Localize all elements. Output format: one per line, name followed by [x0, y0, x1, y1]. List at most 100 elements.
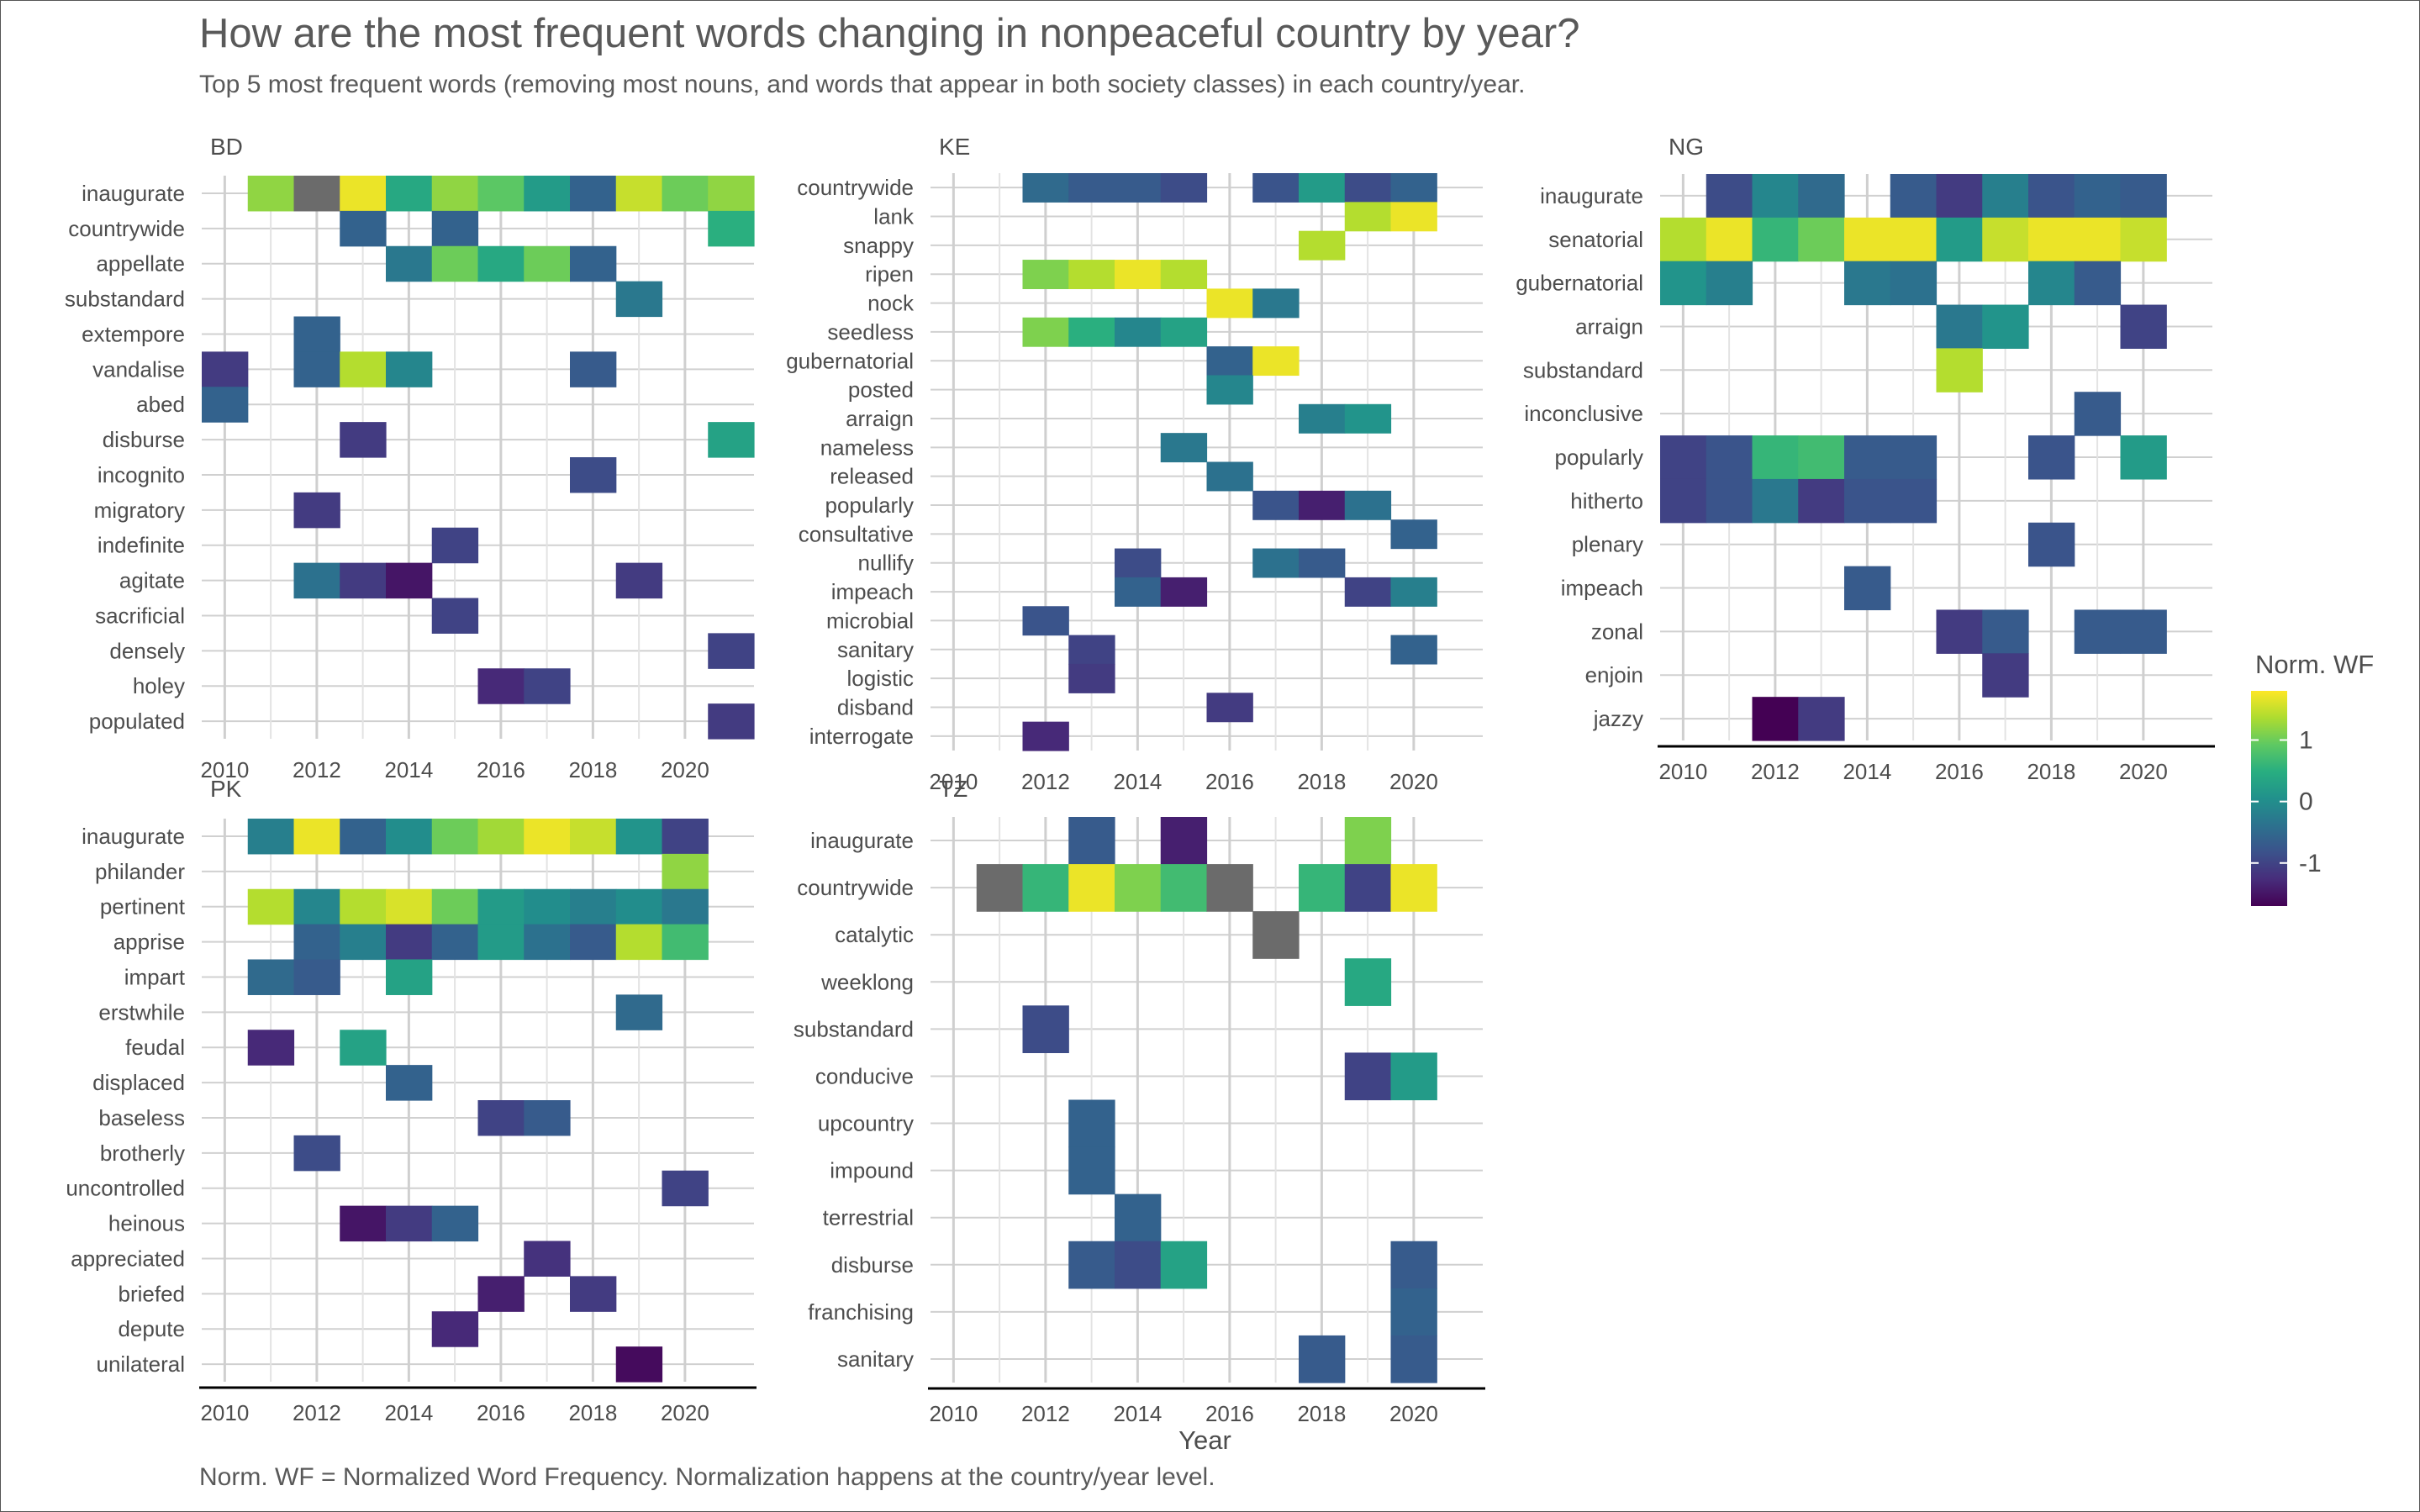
x-tick-label: 2010 — [1658, 759, 1707, 784]
heatmap-tile — [524, 245, 571, 282]
heatmap-tile — [1022, 721, 1069, 751]
heatmap-tile — [1344, 403, 1392, 434]
y-tick-label: upcountry — [818, 1111, 914, 1136]
x-tick-label: 2020 — [661, 757, 709, 782]
x-tick-label: 2018 — [568, 1400, 617, 1425]
heatmap-tile — [386, 959, 433, 995]
heatmap-tile — [293, 819, 340, 855]
y-tick-label: impeach — [1561, 576, 1643, 601]
heatmap-tile — [202, 387, 249, 423]
heatmap-tile — [340, 176, 387, 212]
heatmap-tile — [570, 1276, 617, 1312]
heatmap-tile — [293, 959, 340, 995]
x-tick-label: 2016 — [477, 1400, 525, 1425]
y-tick-label: consultative — [799, 521, 914, 546]
heatmap-tile — [1660, 217, 1707, 262]
heatmap-tile — [386, 351, 433, 387]
heatmap-tile — [1706, 217, 1753, 262]
colorbar-tick-label: 1 — [2299, 727, 2313, 755]
heatmap-tile — [1022, 173, 1069, 203]
y-tick-label: senatorial — [1548, 227, 1643, 252]
y-tick-label: appellate — [96, 251, 185, 277]
heatmap-tile — [1660, 435, 1707, 480]
heatmap-tile — [524, 924, 571, 961]
heatmap-tile — [1206, 864, 1253, 912]
y-tick-label: baseless — [98, 1105, 185, 1130]
heatmap-tile — [1936, 217, 1983, 262]
heatmap-tile — [1115, 317, 1162, 347]
y-tick-label: impart — [124, 964, 186, 989]
heatmap-tile — [570, 176, 617, 212]
x-tick-label: 2018 — [1297, 1401, 1346, 1426]
y-tick-label: gubernatorial — [786, 348, 914, 373]
y-tick-label: agitate — [119, 568, 185, 593]
heatmap-tile — [340, 924, 387, 961]
y-tick-label: franchising — [808, 1299, 914, 1325]
heatmap-tile — [1299, 864, 1346, 912]
y-tick-label: extempore — [82, 321, 185, 346]
heatmap-tile — [1660, 478, 1707, 524]
heatmap-tile — [570, 457, 617, 493]
x-tick-label: 2010 — [200, 757, 249, 782]
panel-tz: TZ inaugurate countrywide catalytic weeklong… — [793, 776, 1485, 1426]
heatmap-tile — [477, 888, 525, 925]
y-tick-label: disburse — [831, 1252, 914, 1278]
heatmap-tile — [1798, 174, 1845, 219]
heatmap-tile — [477, 1100, 525, 1136]
heatmap-tile — [340, 562, 387, 599]
heatmap-tile — [1982, 653, 2029, 698]
heatmap-tile — [431, 210, 479, 247]
heatmap-tile — [524, 176, 571, 212]
heatmap-tile — [1115, 1193, 1162, 1242]
heatmap-tile — [708, 176, 755, 212]
x-tick-label: 2014 — [1113, 769, 1162, 794]
heatmap-tile — [1344, 490, 1392, 520]
y-tick-label: pertinent — [100, 894, 186, 919]
y-tick-label: appreciated — [71, 1246, 185, 1271]
heatmap-tile — [1982, 304, 2029, 349]
heatmap-tile — [1160, 1241, 1208, 1289]
y-tick-label: inaugurate — [810, 828, 914, 853]
heatmap-tile — [1706, 261, 1753, 306]
heatmap-tile — [1936, 348, 1983, 392]
y-tick-label: inaugurate — [82, 824, 185, 849]
heatmap-tile — [1344, 1052, 1392, 1101]
heatmap-tile — [570, 245, 617, 282]
heatmap-tile — [1299, 403, 1346, 434]
heatmap-tile — [615, 924, 663, 961]
x-tick-label: 2014 — [1113, 1401, 1162, 1426]
heatmap-tile — [293, 562, 340, 599]
heatmap-tile — [1068, 663, 1115, 693]
y-tick-label: disband — [837, 694, 914, 719]
x-tick-label: 2020 — [1389, 1401, 1438, 1426]
x-tick-label: 2016 — [1205, 769, 1254, 794]
y-tick-label: holey — [133, 673, 185, 698]
heatmap-tile — [1115, 548, 1162, 578]
heatmap-tile — [477, 819, 525, 855]
y-tick-label: countrywide — [797, 875, 914, 900]
y-tick-label: uncontrolled — [66, 1176, 185, 1201]
y-tick-label: countrywide — [797, 175, 914, 200]
heatmap-tile — [431, 527, 479, 564]
heatmap-tile — [340, 888, 387, 925]
y-tick-label: lank — [873, 204, 915, 229]
heatmap-tile — [1890, 435, 1938, 480]
x-tick-label: 2014 — [384, 757, 433, 782]
heatmap-tile — [1022, 864, 1069, 912]
heatmap-tile — [431, 245, 479, 282]
y-tick-label: substandard — [793, 1016, 914, 1041]
colorbar-gradient — [2251, 691, 2287, 906]
heatmap-tile — [386, 888, 433, 925]
x-tick-label: 2018 — [1297, 769, 1346, 794]
heatmap-tile — [477, 245, 525, 282]
heatmap-tile — [1344, 577, 1392, 607]
panel-ng: NG inaugurate senatorial gubernatorial arrai… — [1516, 134, 2215, 784]
heatmap-tile — [2074, 609, 2122, 654]
x-tick-label: 2020 — [2119, 759, 2168, 784]
heatmap-tile — [340, 819, 387, 855]
heatmap-tile — [1344, 173, 1392, 203]
chart-subtitle: Top 5 most frequent words (removing most… — [199, 71, 1526, 98]
y-tick-label: indefinite — [98, 533, 185, 558]
heatmap-tile — [1344, 817, 1392, 865]
y-tick-label: catalytic — [835, 922, 914, 947]
